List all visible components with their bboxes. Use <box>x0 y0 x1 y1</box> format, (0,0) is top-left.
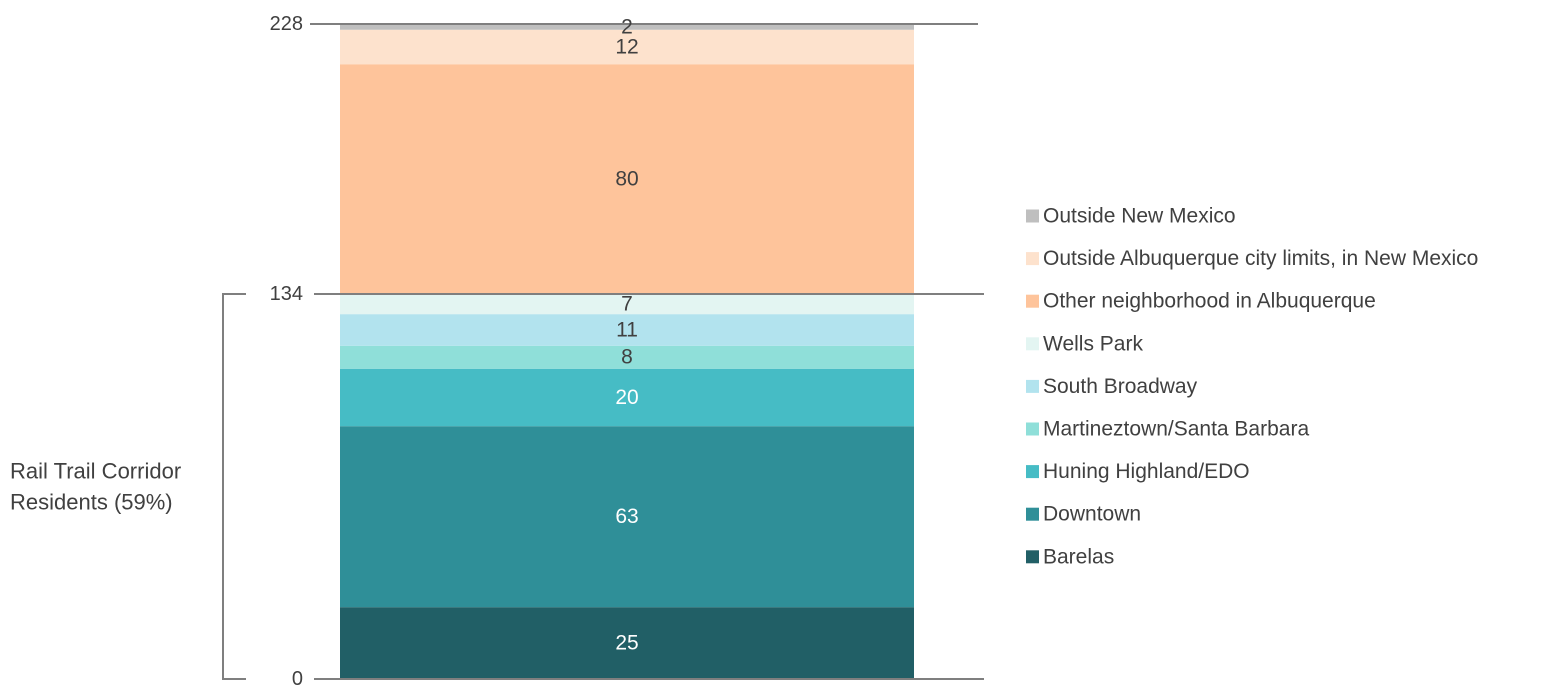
segment-label-martineztown-santa-barbara: 8 <box>621 346 633 369</box>
bar-segment-south-broadway <box>340 314 914 346</box>
legend-swatch-wells-park <box>1026 337 1039 351</box>
legend-swatch-martineztown-santa-barbara <box>1026 422 1039 436</box>
bar-segment-martineztown-santa-barbara <box>340 345 914 369</box>
reference-lines <box>310 23 984 680</box>
legend-swatch-barelas <box>1026 550 1039 564</box>
segment-label-south-broadway: 11 <box>616 318 638 341</box>
legend-item-outside-albuquerque-city-limits-in-new-mexico: Outside Albuquerque city limits, in New … <box>1026 247 1478 270</box>
legend-label-outside-new-mexico: Outside New Mexico <box>1043 205 1236 228</box>
y-axis-ticks: 0 134 228 <box>270 13 303 686</box>
legend-label-downtown: Downtown <box>1043 503 1141 526</box>
bar-segment-outside-new-mexico <box>340 24 914 30</box>
legend-label-wells-park: Wells Park <box>1043 332 1143 355</box>
bar-segment-wells-park <box>340 294 914 315</box>
y-tick-label-0: 0 <box>292 668 303 686</box>
legend-label-south-broadway: South Broadway <box>1043 375 1198 398</box>
legend-swatch-south-broadway <box>1026 379 1039 393</box>
corridor-annotation: Rail Trail Corridor Residents (59%) <box>10 293 246 680</box>
legend-label-barelas: Barelas <box>1043 545 1114 568</box>
legend-swatch-huning-highland-edo <box>1026 465 1039 479</box>
bar-segment-other-neighborhood-in-albuquerque <box>340 64 914 295</box>
bar-segment-huning-highland-edo <box>340 368 914 427</box>
segment-label-other-neighborhood-in-albuquerque: 80 <box>615 168 638 191</box>
segment-label-outside-new-mexico: 2 <box>621 15 633 38</box>
legend-item-outside-new-mexico: Outside New Mexico <box>1026 205 1236 228</box>
annotation-line-1: Rail Trail Corridor <box>10 459 181 484</box>
legend-swatch-other-neighborhood-in-albuquerque <box>1026 294 1039 308</box>
legend-item-other-neighborhood-in-albuquerque: Other neighborhood in Albuquerque <box>1026 290 1376 313</box>
legend-label-other-neighborhood-in-albuquerque: Other neighborhood in Albuquerque <box>1043 290 1376 313</box>
segment-label-wells-park: 7 <box>621 293 633 316</box>
bar-segments <box>340 24 914 679</box>
segment-label-huning-highland-edo: 20 <box>615 386 638 409</box>
segment-label-barelas: 25 <box>615 632 638 655</box>
segment-label-downtown: 63 <box>615 505 638 528</box>
bar-segment-downtown <box>340 426 914 608</box>
legend: Outside New Mexico Outside Albuquerque ci… <box>1026 205 1478 568</box>
segment-value-labels: 25 63 20 8 117 80 122 <box>615 15 638 654</box>
legend-label-martineztown-santa-barbara: Martineztown/Santa Barbara <box>1043 418 1309 441</box>
bar-segment-barelas <box>340 607 914 679</box>
annotation-line-2: Residents (59%) <box>10 490 173 515</box>
corridor-bracket <box>222 293 246 680</box>
legend-label-outside-albuquerque-city-limits-in-new-mexico: Outside Albuquerque city limits, in New … <box>1043 247 1478 270</box>
legend-item-barelas: Barelas <box>1026 545 1114 568</box>
legend-item-south-broadway: South Broadway <box>1026 375 1198 398</box>
legend-swatch-outside-new-mexico <box>1026 209 1039 223</box>
legend-label-huning-highland-edo: Huning Highland/EDO <box>1043 460 1250 483</box>
legend-item-martineztown-santa-barbara: Martineztown/Santa Barbara <box>1026 418 1309 441</box>
legend-item-downtown: Downtown <box>1026 503 1141 526</box>
legend-item-wells-park: Wells Park <box>1026 332 1143 355</box>
legend-item-huning-highland-edo: Huning Highland/EDO <box>1026 460 1250 483</box>
legend-swatch-outside-albuquerque-city-limits-in-new-mexico <box>1026 252 1039 266</box>
bar-segment-outside-albuquerque-city-limits-in-new-mexico <box>340 29 914 65</box>
segment-label-outside-albuquerque-city-limits-in-new-mexico: 12 <box>615 35 638 58</box>
legend-swatch-downtown <box>1026 507 1039 521</box>
y-tick-label-134: 134 <box>270 283 303 305</box>
y-tick-label-228: 228 <box>270 13 303 35</box>
